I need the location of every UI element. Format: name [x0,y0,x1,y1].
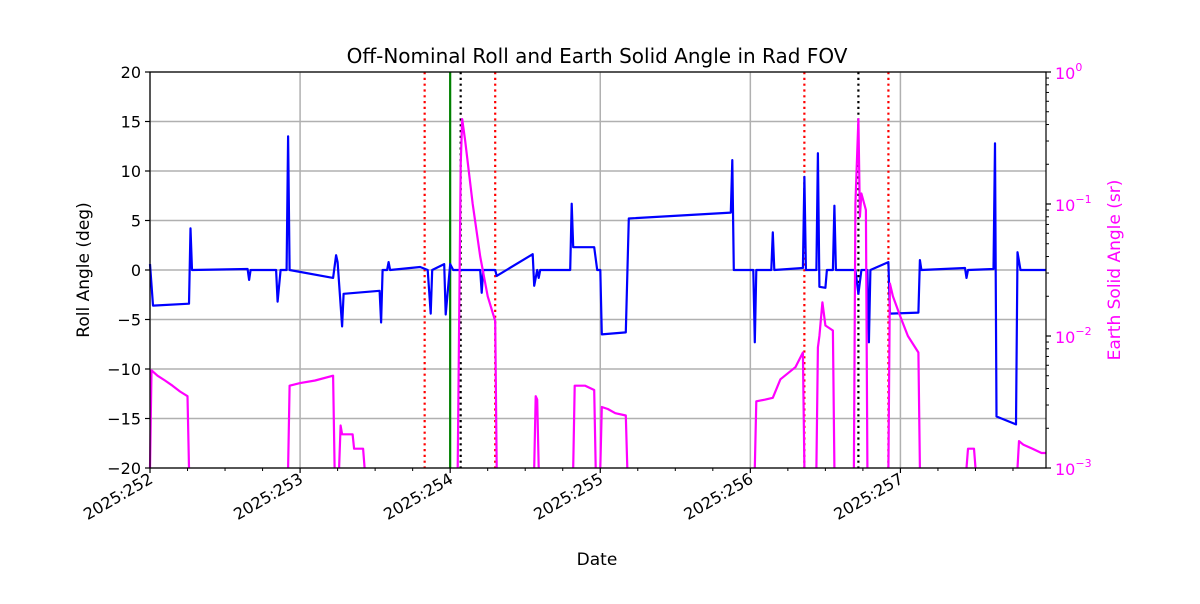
earth-solid-angle-line [887,282,921,469]
earth-solid-angle-line [533,395,540,469]
y-tick-label: −15 [107,410,141,429]
earth-solid-angle-line [572,384,597,469]
earth-solid-angle-line [753,351,806,469]
y-tick-label: −20 [107,459,141,478]
earth-solid-angle-line [815,301,836,469]
y-tick-label: 5 [131,212,141,231]
roll-angle-line [148,135,1046,426]
y-tick-label: −10 [107,360,141,379]
earth-solid-angle-line [338,424,366,469]
y-tick-label: 15 [121,113,141,132]
y-tick-label: −5 [117,311,141,330]
earth-solid-angle-line [965,447,977,469]
earth-solid-angle-line [287,374,336,469]
earth-solid-angle-line [599,405,629,469]
earth-solid-angle-line [852,118,869,469]
data-series [148,118,1046,469]
y-tick-label: 10 [121,162,141,181]
earth-solid-angle-line [1016,440,1046,469]
y2-axis-label: Earth Solid Angle (sr) [1105,180,1125,361]
x-axis-label: Date [577,550,618,570]
chart-title: Off-Nominal Roll and Earth Solid Angle i… [347,44,848,68]
earth-solid-angle-line [456,118,498,469]
earth-solid-angle-line [148,369,191,469]
y-tick-label: 0 [131,261,141,280]
y-tick-label: 20 [121,63,141,82]
y-axis-label: Roll Angle (deg) [74,202,94,337]
